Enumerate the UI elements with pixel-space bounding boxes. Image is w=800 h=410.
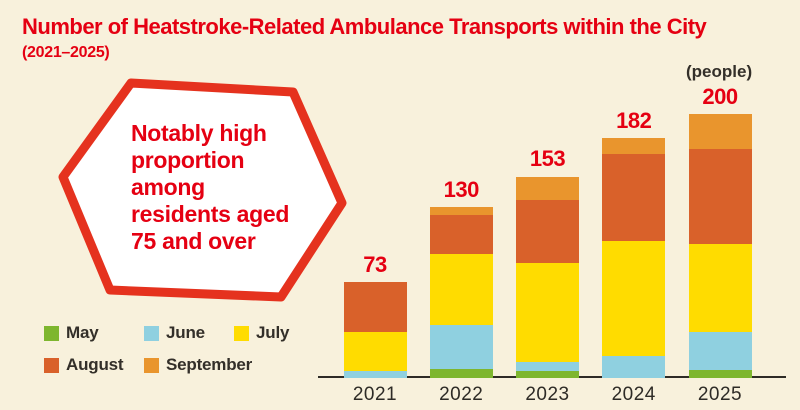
bar-segment-june-2022	[429, 325, 493, 369]
legend-label: June	[166, 323, 205, 342]
callout-line: 75 and over	[131, 228, 256, 254]
bar-segment-july-2025	[688, 243, 752, 332]
legend-label: July	[256, 323, 290, 342]
callout-line: residents aged	[131, 201, 290, 227]
bar-2025	[688, 114, 752, 378]
bar-value-label-2021: 73	[363, 251, 387, 277]
x-tick-label-2022: 2022	[439, 384, 484, 405]
x-tick-label-2024: 2024	[611, 384, 656, 405]
bar-2021	[343, 281, 407, 378]
bar-segment-july-2024	[602, 241, 666, 356]
bar-segment-august-2025	[688, 148, 752, 244]
bar-value-label-2024: 182	[616, 108, 652, 134]
bar-segment-june-2024	[602, 355, 666, 378]
legend-item-may: May	[44, 323, 99, 343]
bar-segment-may-2025	[688, 370, 752, 378]
callout-line: proportion	[131, 147, 245, 173]
legend-swatch-june	[144, 325, 159, 341]
bar-segment-september-2025	[688, 114, 752, 149]
bar-segment-may-2022	[429, 368, 493, 378]
x-tick-label-2021: 2021	[352, 384, 398, 405]
bar-segment-may-2023	[516, 371, 579, 378]
page-title: Number of Heatstroke-Related Ambulance T…	[22, 14, 707, 39]
callout-line: Notably high	[131, 120, 267, 146]
page-subtitle: (2021–2025)	[22, 44, 110, 61]
legend-swatch-july	[234, 325, 249, 341]
bar-segment-september-2023	[516, 176, 579, 201]
bar-chart: 73 2021 130 2022 153 2023 182 2024 200 2025	[318, 0, 800, 410]
legend-item-july: July	[234, 323, 289, 343]
callout-line: among	[131, 174, 205, 200]
legend-label: May	[66, 323, 99, 342]
unit-label: (people)	[686, 62, 753, 81]
bar-segment-august-2021	[343, 281, 407, 332]
legend-swatch-august	[44, 357, 59, 373]
bar-segment-september-2022	[429, 206, 493, 215]
x-tick-label-2025: 2025	[697, 384, 743, 405]
bar-segment-july-2022	[429, 254, 493, 326]
bar-value-label-2023: 153	[529, 146, 566, 172]
legend-label: September	[166, 355, 253, 374]
callout-text: Notably high proportion among residents age…	[131, 120, 331, 255]
legend-item-august: August	[44, 355, 124, 375]
bar-segment-june-2023	[516, 362, 579, 372]
bar-segment-august-2022	[429, 214, 493, 255]
bar-2024	[602, 138, 666, 378]
legend-label: August	[66, 355, 124, 374]
bar-segment-august-2023	[516, 200, 579, 264]
bar-segment-july-2023	[516, 263, 579, 363]
bar-value-label-2025: 200	[702, 84, 738, 110]
bar-segment-september-2024	[602, 138, 666, 155]
x-tick-label-2023: 2023	[525, 384, 570, 405]
legend-item-june: June	[144, 323, 205, 343]
legend-swatch-september	[144, 357, 159, 373]
legend-swatch-may	[44, 325, 59, 341]
bar-value-label-2022: 130	[443, 176, 480, 202]
legend-item-september: September	[144, 355, 252, 375]
bar-segment-june-2025	[688, 331, 752, 371]
bar-segment-july-2021	[343, 331, 407, 372]
chart-legend: May June July August September	[0, 0, 320, 410]
bar-2022	[429, 206, 493, 378]
bar-segment-august-2024	[602, 154, 666, 242]
bar-2023	[516, 176, 579, 378]
bar-segment-june-2021	[343, 371, 407, 378]
